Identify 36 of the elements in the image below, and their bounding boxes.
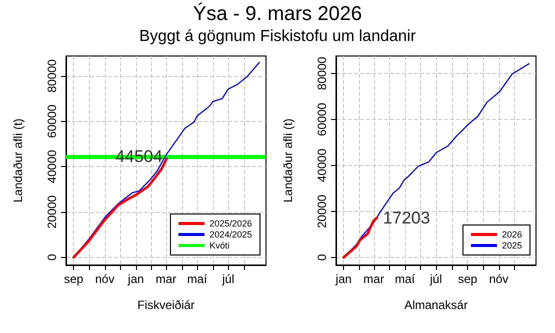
x-tick-label: sep xyxy=(458,272,478,286)
legend-label: 2025/2026 xyxy=(209,218,252,228)
y-axis-title: Landaður afli (t) xyxy=(11,118,25,203)
x-tick-label: mar xyxy=(363,272,384,286)
y-tick-label: 80000 xyxy=(45,58,59,93)
y-tick-label: 40000 xyxy=(315,148,329,182)
y-tick-label: 40000 xyxy=(45,150,59,184)
x-tick-label: maí xyxy=(187,272,208,286)
x-tick-label: júl xyxy=(221,272,234,286)
chart-title: Ýsa - 9. mars 2026 xyxy=(192,2,363,26)
x-tick-label: sep xyxy=(64,272,84,286)
x-tick-label: júl xyxy=(428,272,442,286)
y-tick-label: 20000 xyxy=(315,194,329,228)
x-tick-label: nóv xyxy=(95,272,114,286)
x-tick-label: jan xyxy=(126,272,144,286)
y-tick-label: 0 xyxy=(45,254,59,261)
x-tick-label: jan xyxy=(334,272,352,286)
legend-label: Kvóti xyxy=(209,240,230,250)
y-tick-label: 0 xyxy=(315,254,329,261)
x-axis-title: Almanaksár xyxy=(404,298,468,312)
annotation: 17203 xyxy=(382,208,430,228)
y-tick-label: 60000 xyxy=(45,104,59,138)
legend-label: 2024/2025 xyxy=(209,230,252,240)
annotation: 44504 xyxy=(115,146,163,166)
x-tick-label: nóv xyxy=(489,272,508,286)
y-tick-label: 80000 xyxy=(315,56,329,90)
chart-subtitle: Byggt á gögnum Fiskistofu um landanir xyxy=(138,27,417,47)
y-tick-label: 60000 xyxy=(315,102,329,136)
x-tick-label: mar xyxy=(156,272,176,286)
x-axis-title: Fiskveiðiár xyxy=(137,298,195,312)
y-tick-label: 20000 xyxy=(45,194,59,229)
y-axis-title: Landaður afli (t) xyxy=(281,118,295,203)
line-series xyxy=(342,216,378,259)
x-tick-label: maí xyxy=(394,272,416,286)
legend-label: 2026 xyxy=(502,230,522,240)
legend-label: 2025 xyxy=(502,240,522,250)
